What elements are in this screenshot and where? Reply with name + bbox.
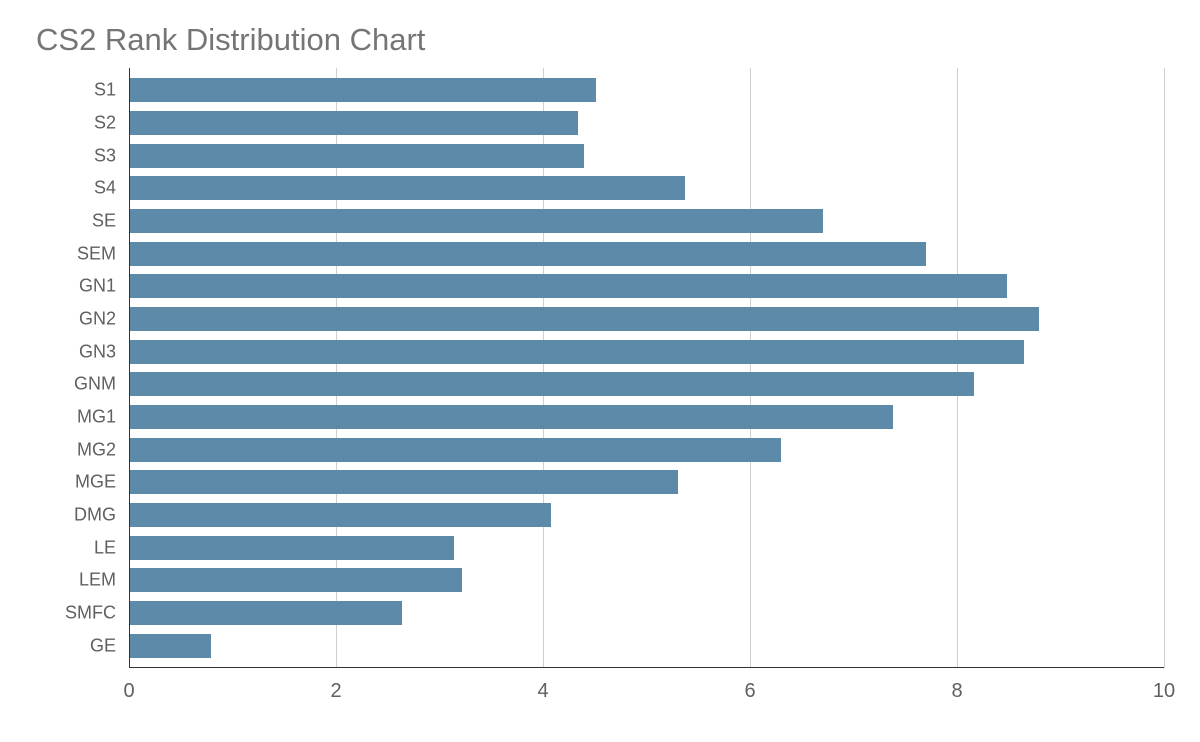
bars-container [130, 68, 1164, 668]
x-axis-labels: 0246810 [129, 672, 1164, 708]
bar [130, 209, 823, 233]
bar [130, 274, 1007, 298]
y-label: S3 [94, 145, 116, 166]
bar [130, 470, 678, 494]
y-label: LEM [79, 570, 116, 591]
plot-area: S1 S2 S3 S4 SE SEM GN1 GN2 GN3 GNM MG1 MG2 MGE DMG LE L… [36, 68, 1164, 708]
y-label: GN3 [79, 341, 116, 362]
x-label: 10 [1153, 680, 1175, 703]
y-label: MG1 [77, 407, 116, 428]
y-label: GN2 [79, 309, 116, 330]
y-label: SEM [77, 243, 116, 264]
x-label: 0 [123, 680, 134, 703]
x-axis-line [129, 667, 1164, 668]
y-label: MGE [75, 472, 116, 493]
y-label: S2 [94, 113, 116, 134]
bar [130, 176, 685, 200]
bar [130, 78, 596, 102]
y-label: GN1 [79, 276, 116, 297]
y-label: SE [92, 211, 116, 232]
bar [130, 405, 893, 429]
y-label: MG2 [77, 439, 116, 460]
bar [130, 372, 974, 396]
bar [130, 438, 781, 462]
rank-distribution-chart: CS2 Rank Distribution Chart S1 S2 S3 S4 SE SE… [0, 0, 1200, 742]
y-label: LE [94, 537, 116, 558]
y-label: S4 [94, 178, 116, 199]
x-label: 4 [537, 680, 548, 703]
bar [130, 503, 551, 527]
bar [130, 601, 402, 625]
bar [130, 242, 926, 266]
bar [130, 568, 462, 592]
y-label: GNM [74, 374, 116, 395]
bar [130, 536, 454, 560]
bar [130, 307, 1039, 331]
bar [130, 634, 211, 658]
y-label: SMFC [65, 603, 116, 624]
y-label: DMG [74, 505, 116, 526]
x-label: 2 [330, 680, 341, 703]
gridline [1164, 68, 1165, 668]
y-label: S1 [94, 80, 116, 101]
y-axis-labels: S1 S2 S3 S4 SE SEM GN1 GN2 GN3 GNM MG1 MG2 MGE DMG LE L… [36, 68, 124, 708]
chart-title: CS2 Rank Distribution Chart [36, 22, 1164, 58]
y-label: GE [90, 635, 116, 656]
bar [130, 111, 578, 135]
x-label: 6 [744, 680, 755, 703]
x-label: 8 [951, 680, 962, 703]
bar [130, 144, 584, 168]
bar [130, 340, 1024, 364]
